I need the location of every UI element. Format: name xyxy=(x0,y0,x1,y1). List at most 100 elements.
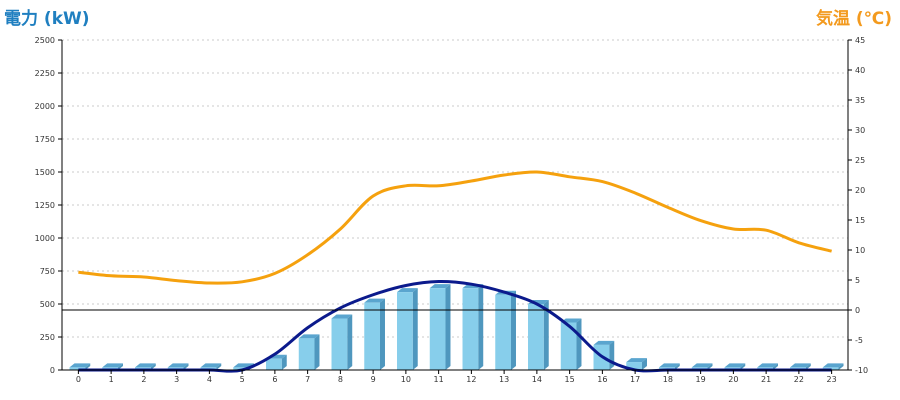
x-tick-label: 15 xyxy=(565,375,575,384)
series-lines xyxy=(78,170,832,373)
bar-top xyxy=(102,363,123,368)
left-tick-label: 1000 xyxy=(35,234,55,243)
x-tick-label: 2 xyxy=(141,375,146,384)
bar-front xyxy=(495,294,511,370)
x-tick-label: 13 xyxy=(499,375,509,384)
bar-front xyxy=(69,367,86,370)
bar-front xyxy=(429,288,446,370)
right-tick-label: 15 xyxy=(855,216,865,225)
bar-top xyxy=(429,284,451,289)
bar xyxy=(462,284,484,370)
bar xyxy=(364,298,385,370)
x-tick-label: 12 xyxy=(466,375,476,384)
bar-top xyxy=(135,363,156,368)
x-tick-label: 8 xyxy=(338,375,343,384)
x-tick-label: 19 xyxy=(696,375,706,384)
x-tick-label: 20 xyxy=(728,375,738,384)
bar xyxy=(528,300,549,370)
right-tick-label: 20 xyxy=(855,186,865,195)
x-tick-label: 17 xyxy=(630,375,640,384)
bar-side xyxy=(150,363,156,370)
bar-front xyxy=(266,358,282,370)
bar-top xyxy=(724,363,746,368)
bar-front xyxy=(397,292,413,370)
bar-side xyxy=(117,363,123,370)
x-tick-label: 0 xyxy=(76,375,81,384)
right-tick-label: 30 xyxy=(855,126,865,135)
bar-top xyxy=(167,363,189,368)
bar-side xyxy=(805,363,811,370)
right-axis-title: 気温 (℃) xyxy=(815,9,892,29)
left-tick-label: 2250 xyxy=(35,69,55,78)
bar-front xyxy=(364,302,380,370)
tick-labels: 02505007501000125015001750200022502500-1… xyxy=(35,36,868,384)
bar-side xyxy=(641,358,647,370)
bar-side xyxy=(609,340,615,370)
bar-side xyxy=(314,334,320,370)
left-axis-title: 電力 (kW) xyxy=(4,9,90,29)
bar-side xyxy=(740,363,746,370)
bar-side xyxy=(412,288,418,370)
bar-front xyxy=(298,338,315,370)
bar-side xyxy=(216,363,222,370)
bar-top xyxy=(298,334,320,339)
grid-lines xyxy=(62,39,848,338)
x-tick-label: 4 xyxy=(207,375,212,384)
bar-side xyxy=(281,354,287,370)
bar-side xyxy=(772,363,778,370)
x-tick-label: 10 xyxy=(401,375,411,384)
right-tick-label: 40 xyxy=(855,66,865,75)
x-tick-label: 3 xyxy=(174,375,179,384)
right-tick-label: -10 xyxy=(855,366,868,375)
bar xyxy=(593,340,615,370)
left-tick-label: 250 xyxy=(40,333,55,342)
right-tick-label: 10 xyxy=(855,246,865,255)
right-tick-label: 25 xyxy=(855,156,865,165)
left-tick-label: 1500 xyxy=(35,168,55,177)
bar-side xyxy=(183,363,189,370)
bar-top xyxy=(790,363,811,368)
right-tick-label: 0 xyxy=(855,306,860,315)
left-tick-label: 2500 xyxy=(35,36,55,45)
bar-top xyxy=(364,298,385,303)
left-tick-label: 0 xyxy=(50,366,55,375)
x-tick-label: 7 xyxy=(305,375,310,384)
temperature-line xyxy=(78,170,832,285)
bar xyxy=(69,363,91,370)
bar xyxy=(495,290,516,370)
right-tick-label: 5 xyxy=(855,276,860,285)
bar-top xyxy=(822,363,844,368)
x-tick-label: 5 xyxy=(240,375,245,384)
bar-side xyxy=(478,284,484,370)
bar xyxy=(397,288,418,370)
axes xyxy=(58,39,852,374)
bar-top xyxy=(593,340,615,345)
bar-top xyxy=(560,318,582,323)
bar-front xyxy=(560,322,577,370)
bar-front xyxy=(528,304,544,370)
bar-front xyxy=(462,288,479,370)
bar-top xyxy=(757,363,778,368)
bar-front xyxy=(331,318,348,370)
bar-side xyxy=(379,298,385,370)
bar-top xyxy=(659,363,680,368)
bar-side xyxy=(707,363,713,370)
x-tick-label: 14 xyxy=(532,375,542,384)
bar-side xyxy=(674,363,680,370)
left-tick-label: 1250 xyxy=(35,201,55,210)
bar-side xyxy=(85,363,91,370)
right-tick-label: -5 xyxy=(855,336,863,345)
bar-front xyxy=(626,362,642,370)
bar xyxy=(429,284,451,370)
right-tick-label: 45 xyxy=(855,36,865,45)
x-tick-label: 11 xyxy=(434,375,444,384)
bar-top xyxy=(691,363,713,368)
x-tick-label: 1 xyxy=(109,375,114,384)
bar xyxy=(560,318,582,370)
x-tick-label: 21 xyxy=(761,375,771,384)
bar-top xyxy=(331,314,353,319)
bar-top xyxy=(200,363,222,368)
bar-side xyxy=(347,314,353,370)
left-tick-label: 750 xyxy=(40,267,55,276)
